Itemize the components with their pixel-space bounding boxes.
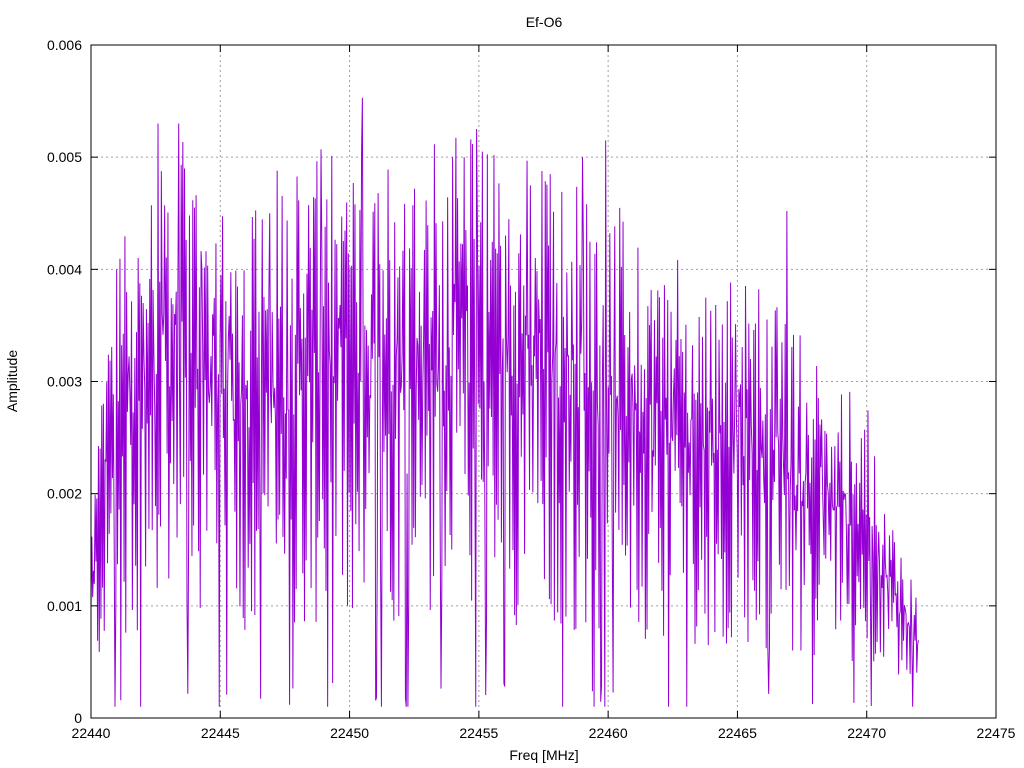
x-tick-label: 22445 (201, 725, 240, 741)
chart-title: Ef-O6 (526, 14, 563, 30)
plot-series (90, 97, 919, 707)
tick-labels: 22440 22445 22450 22455 22460 22465 22470 22475… (47, 37, 1016, 741)
y-tick-label: 0.003 (47, 374, 82, 390)
x-tick-label: 22455 (459, 725, 498, 741)
x-tick-label: 22475 (977, 725, 1016, 741)
x-axis-label: Freq [MHz] (509, 747, 578, 763)
x-tick-label: 22470 (847, 725, 886, 741)
x-tick-label: 22440 (72, 725, 111, 741)
x-tick-label: 22460 (589, 725, 628, 741)
y-tick-label: 0 (74, 710, 82, 726)
y-axis-label: Amplitude (4, 350, 20, 412)
x-tick-label: 22465 (718, 725, 757, 741)
series-line (90, 97, 919, 707)
y-tick-label: 0.006 (47, 37, 82, 53)
y-tick-label: 0.004 (47, 261, 82, 277)
x-tick-label: 22450 (330, 725, 369, 741)
y-tick-label: 0.002 (47, 486, 82, 502)
axis-ticks (90, 44, 997, 719)
y-tick-label: 0.001 (47, 598, 82, 614)
y-tick-label: 0.005 (47, 149, 82, 165)
